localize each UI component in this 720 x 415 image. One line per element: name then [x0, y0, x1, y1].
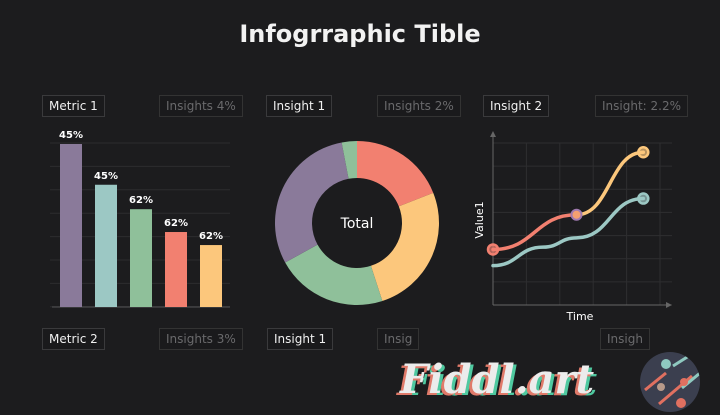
page-title: Infogrraphic Tible	[239, 20, 481, 48]
bar	[165, 232, 187, 307]
metric-1-label: Metric 1	[42, 95, 105, 117]
donut-slice	[285, 244, 383, 305]
bar-data-label: 45%	[94, 171, 118, 182]
data-point	[570, 208, 583, 221]
donut-slice	[275, 142, 349, 263]
y-axis-arrow-icon	[490, 131, 496, 137]
insight-badge: Insight: 2.2%	[595, 95, 689, 117]
x-axis-arrow-icon	[666, 302, 672, 308]
data-point	[637, 192, 650, 205]
data-point	[637, 146, 650, 159]
line-series	[491, 212, 579, 252]
x-axis-label: Time	[566, 310, 594, 323]
data-point	[486, 243, 500, 256]
bar	[130, 209, 152, 307]
donut-slice	[357, 141, 434, 207]
fiddl-logo: Fiddl.art	[400, 356, 595, 403]
insight-badge: Insigh	[600, 328, 650, 350]
insight-badge: Insights 3%	[159, 328, 243, 350]
insight-1-label: Insight 1	[266, 95, 333, 117]
line-series	[491, 196, 646, 268]
bar-data-label: 62%	[129, 195, 153, 206]
line-series	[574, 150, 646, 217]
bar-data-label: 62%	[164, 218, 188, 229]
insight-badge: Insights 2%	[377, 95, 461, 117]
insight-badge: Insights 4%	[159, 95, 243, 117]
bar	[60, 144, 82, 307]
bar-data-label: 62%	[199, 231, 223, 242]
bar	[95, 184, 117, 307]
insight-1-bottom-label: Insight 1	[267, 328, 334, 350]
logo-badge-icon	[640, 352, 700, 412]
donut-slice	[341, 141, 357, 179]
bar	[200, 245, 222, 307]
insight-badge: Insig	[377, 328, 420, 350]
bar-data-label: 45%	[59, 130, 83, 141]
donut-center-label: Total	[340, 216, 374, 232]
donut-slice	[370, 192, 439, 301]
metric-2-label: Metric 2	[42, 328, 105, 350]
y-axis-label: Value1	[473, 201, 486, 238]
insight-2-label: Insight 2	[483, 95, 550, 117]
